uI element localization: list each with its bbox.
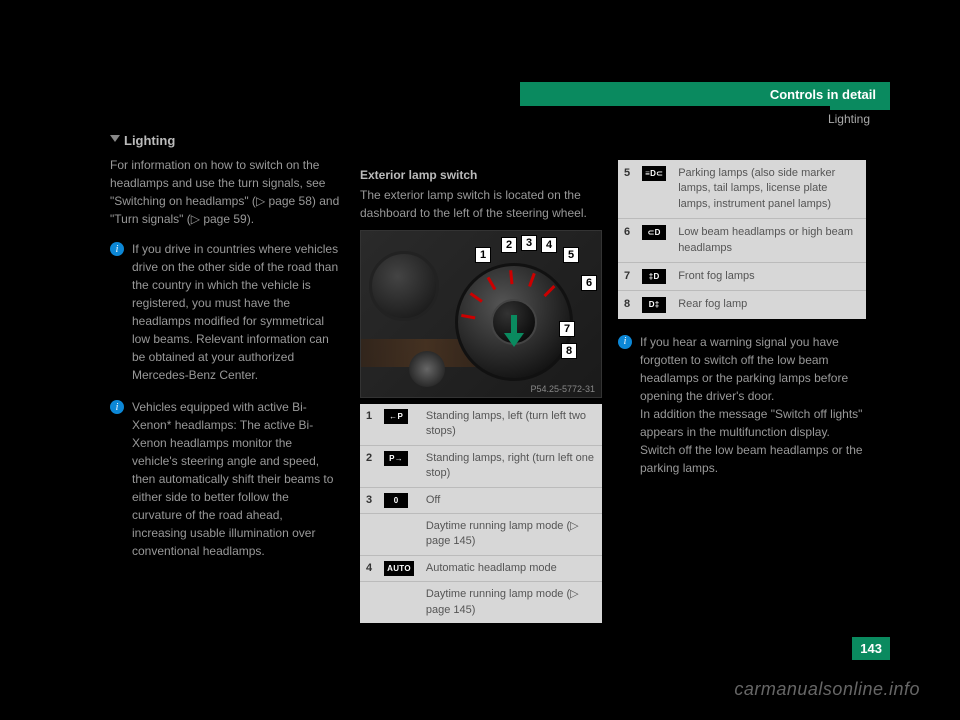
legend-num: 2 (360, 445, 378, 487)
dial-label-1: 1 (475, 247, 491, 263)
dial-label-7: 7 (559, 321, 575, 337)
info-text-1: If you drive in countries where vehicles… (132, 240, 340, 384)
info-note-2: i Vehicles equipped with active Bi-Xenon… (110, 398, 340, 560)
header-title: Controls in detail (770, 87, 876, 102)
dial-tick (470, 292, 483, 302)
info-text-2: Vehicles equipped with active Bi-Xenon* … (132, 398, 340, 560)
dial-tick (461, 314, 475, 319)
legend-text: Off (420, 487, 602, 513)
right-info-text: If you hear a warning signal you have fo… (640, 333, 866, 477)
legend-row: Daytime running lamp mode (▷ page 145) (360, 513, 602, 555)
air-vent (369, 251, 439, 321)
header-subtitle: Lighting (828, 112, 870, 126)
legend-num: 4 (360, 555, 378, 581)
dial-tick (543, 285, 555, 297)
arrow-down-icon (504, 333, 524, 347)
dial-label-8: 8 (561, 343, 577, 359)
legend-symbol: D‡ (636, 291, 672, 319)
exterior-lamp-subhead: Exterior lamp switch (360, 168, 602, 182)
dial-tick (487, 277, 497, 291)
left-column: For information on how to switch on the … (110, 156, 340, 574)
header-bar: Controls in detail (520, 82, 890, 106)
legend-symbol: ≡D⊂ (636, 160, 672, 219)
legend-text: Parking lamps (also side marker lamps, t… (672, 160, 866, 219)
legend-symbol: P→ (378, 445, 420, 487)
section-title: Lighting (124, 133, 175, 148)
legend-symbol: ←P (378, 404, 420, 445)
section-marker-icon (110, 135, 120, 142)
legend-num: 3 (360, 487, 378, 513)
legend-symbol: ‡D (636, 262, 672, 290)
legend-row: 8D‡Rear fog lamp (618, 291, 866, 319)
legend-num: 1 (360, 404, 378, 445)
legend-symbol: ⊂D (636, 219, 672, 263)
right-column: 5≡D⊂Parking lamps (also side marker lamp… (618, 160, 866, 477)
exterior-lamp-text: The exterior lamp switch is located on t… (360, 186, 602, 222)
info-icon: i (618, 335, 632, 349)
intro-paragraph: For information on how to switch on the … (110, 156, 340, 228)
info-icon: i (110, 400, 124, 414)
legend-num: 8 (618, 291, 636, 319)
legend-row: 5≡D⊂Parking lamps (also side marker lamp… (618, 160, 866, 219)
legend-table-center: 1←PStanding lamps, left (turn left two s… (360, 404, 602, 623)
dial-label-2: 2 (501, 237, 517, 253)
legend-text: Daytime running lamp mode (▷ page 145) (420, 513, 602, 555)
dial-label-6: 6 (581, 275, 597, 291)
legend-num: 5 (618, 160, 636, 219)
legend-symbol: 0 (378, 487, 420, 513)
dial-label-3: 3 (521, 235, 537, 251)
legend-row: Daytime running lamp mode (▷ page 145) (360, 582, 602, 623)
legend-text: Rear fog lamp (672, 291, 866, 319)
dial-diagram: 123456 7 8 P54.25-5772-31 (360, 230, 602, 398)
dial-label-5: 5 (563, 247, 579, 263)
arrow-stem (511, 315, 517, 335)
dial-label-4: 4 (541, 237, 557, 253)
center-column: Exterior lamp switch The exterior lamp s… (360, 168, 602, 623)
diagram-code: P54.25-5772-31 (530, 384, 595, 394)
page-number: 143 (852, 637, 890, 660)
legend-text: Standing lamps, left (turn left two stop… (420, 404, 602, 445)
dial-tick (509, 270, 513, 284)
legend-row: 2P→Standing lamps, right (turn left one … (360, 445, 602, 487)
legend-row: 4AUTOAutomatic headlamp mode (360, 555, 602, 581)
legend-row: 6⊂DLow beam headlamps or high beam headl… (618, 219, 866, 263)
legend-num: 7 (618, 262, 636, 290)
dial-knob (455, 263, 573, 381)
legend-row: 7‡DFront fog lamps (618, 262, 866, 290)
legend-text: Front fog lamps (672, 262, 866, 290)
legend-row: 30Off (360, 487, 602, 513)
legend-symbol (378, 513, 420, 555)
small-dial (409, 351, 445, 387)
legend-num: 6 (618, 219, 636, 263)
right-info-note: i If you hear a warning signal you have … (618, 333, 866, 477)
legend-num (360, 582, 378, 623)
legend-row: 1←PStanding lamps, left (turn left two s… (360, 404, 602, 445)
legend-symbol (378, 582, 420, 623)
info-note-1: i If you drive in countries where vehicl… (110, 240, 340, 384)
legend-text: Automatic headlamp mode (420, 555, 602, 581)
legend-num (360, 513, 378, 555)
legend-text: Low beam headlamps or high beam headlamp… (672, 219, 866, 263)
legend-table-right: 5≡D⊂Parking lamps (also side marker lamp… (618, 160, 866, 319)
watermark: carmanualsonline.info (734, 679, 920, 700)
dial-tick (528, 273, 536, 287)
legend-symbol: AUTO (378, 555, 420, 581)
dial-center (491, 299, 537, 345)
info-icon: i (110, 242, 124, 256)
legend-text: Standing lamps, right (turn left one sto… (420, 445, 602, 487)
legend-text: Daytime running lamp mode (▷ page 145) (420, 582, 602, 623)
